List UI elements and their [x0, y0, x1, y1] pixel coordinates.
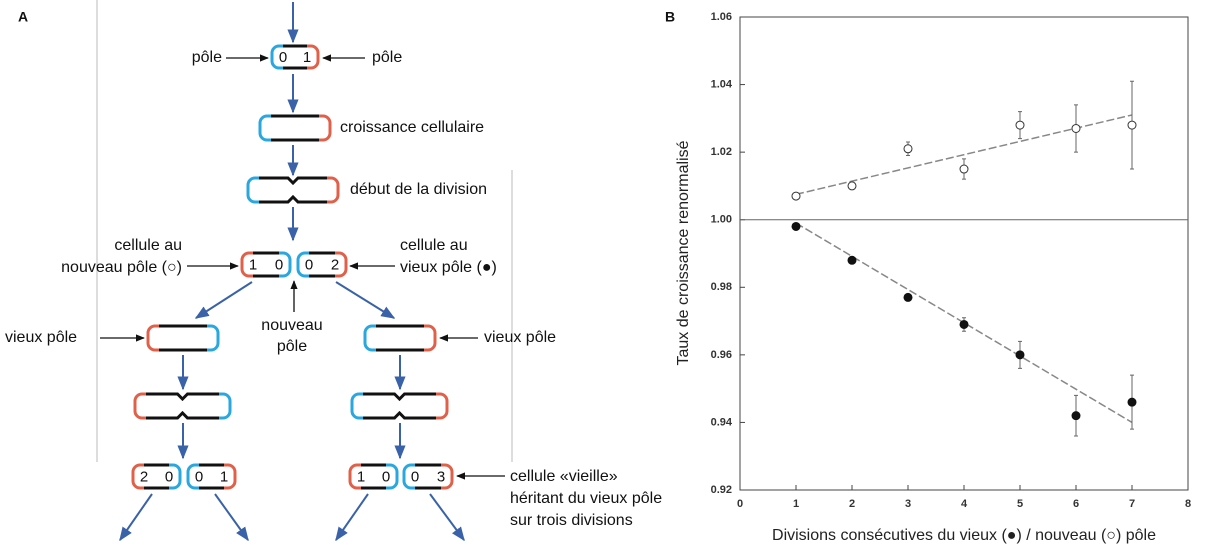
x-tick-label: 2	[849, 498, 855, 510]
label: croissance cellulaire	[340, 119, 484, 136]
y-tick-label: 1.04	[711, 78, 733, 90]
cell-label: 1	[303, 49, 311, 66]
arrow	[120, 494, 152, 540]
label: cellule au	[114, 237, 182, 254]
x-tick-label: 6	[1073, 498, 1079, 510]
label: nouveau pôle (○)	[61, 259, 182, 276]
cell-label: 0	[275, 256, 283, 273]
cell-wall	[142, 394, 223, 418]
point	[792, 222, 800, 230]
cell-pole	[327, 178, 338, 202]
panel-label: A	[18, 9, 28, 25]
y-tick-label: 1.00	[711, 214, 732, 226]
label: cellule au	[400, 237, 468, 254]
point	[960, 320, 968, 328]
point	[792, 192, 800, 200]
arrow	[215, 494, 248, 540]
cell-label: 0	[195, 468, 203, 485]
point	[1016, 351, 1024, 359]
cell-label: 3	[437, 468, 445, 485]
cell-label: 1	[357, 468, 365, 485]
cell-pole	[207, 326, 218, 350]
arrow	[430, 494, 464, 540]
cell-label: 2	[331, 256, 339, 273]
cell-pole	[365, 326, 376, 350]
y-tick-label: 0.98	[711, 281, 732, 293]
arrow	[196, 282, 252, 318]
cell-pole	[319, 116, 330, 140]
label: pôle	[277, 338, 307, 355]
cell-pole	[148, 326, 159, 350]
figure: A pôle pôle croissance cellulaire début …	[0, 0, 1222, 551]
x-axis-label: Divisions consécutives du vieux (●) / no…	[772, 527, 1156, 544]
x-tick-label: 5	[1017, 498, 1023, 510]
trend-line	[796, 115, 1132, 194]
y-tick-label: 1.06	[711, 11, 732, 23]
y-tick-label: 1.02	[711, 146, 732, 158]
y-axis-label: Taux de croissance renormalisé	[675, 140, 692, 365]
cell-label: 0	[305, 256, 313, 273]
y-tick-label: 0.92	[711, 484, 732, 496]
label: héritant du vieux pôle	[510, 490, 662, 507]
cell-pole	[424, 326, 435, 350]
cell-label: 0	[279, 49, 287, 66]
label: vieux pôle (●)	[400, 259, 497, 276]
cell-pole	[248, 178, 259, 202]
point	[1072, 412, 1080, 420]
x-tick-label: 0	[737, 498, 743, 510]
cell-wall	[372, 326, 428, 350]
y-tick-label: 0.94	[711, 416, 733, 428]
label: pôle	[372, 49, 402, 66]
x-tick-label: 8	[1185, 498, 1191, 510]
point	[1128, 121, 1136, 129]
cell-pole	[352, 394, 363, 418]
cell-label: 0	[411, 468, 419, 485]
cell-wall	[155, 326, 211, 350]
point	[904, 145, 912, 153]
point	[848, 182, 856, 190]
cell-label: 0	[382, 468, 390, 485]
label: vieux pôle	[5, 329, 77, 346]
cell-label: 0	[165, 468, 173, 485]
x-tick-label: 7	[1129, 498, 1135, 510]
x-tick-label: 4	[961, 498, 968, 510]
cell-pole	[436, 394, 447, 418]
x-tick-label: 1	[793, 498, 799, 510]
cell-wall	[359, 394, 440, 418]
label: nouveau	[261, 317, 322, 334]
point	[1072, 124, 1080, 132]
cell-pole	[260, 116, 271, 140]
cell-pole	[135, 394, 146, 418]
label: début de la division	[350, 181, 487, 198]
point	[904, 293, 912, 301]
cell-label: 1	[249, 256, 257, 273]
plot-frame	[740, 17, 1188, 490]
arrow	[336, 282, 394, 318]
label: sur trois divisions	[510, 512, 633, 529]
cell-label: 2	[140, 468, 148, 485]
cell-pole	[219, 394, 230, 418]
label: pôle	[192, 49, 222, 66]
point	[1128, 398, 1136, 406]
cell-wall	[255, 178, 331, 202]
arrow	[336, 494, 368, 540]
label: cellule «vieille»	[510, 468, 618, 485]
cell-wall	[267, 116, 323, 140]
point	[1016, 121, 1024, 129]
y-tick-label: 0.96	[711, 349, 732, 361]
cell-label: 1	[220, 468, 228, 485]
panel-label: B	[665, 9, 675, 25]
label: vieux pôle	[484, 329, 556, 346]
point	[960, 165, 968, 173]
point	[848, 256, 856, 264]
x-tick-label: 3	[905, 498, 911, 510]
